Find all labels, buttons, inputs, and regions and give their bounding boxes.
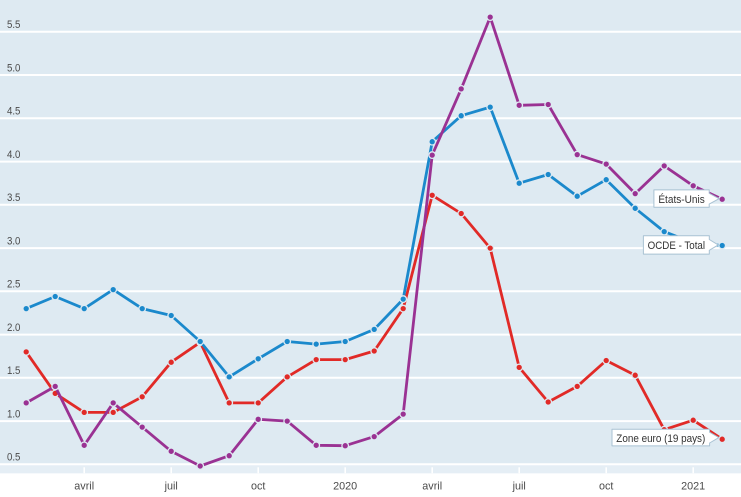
svg-text:2021: 2021 <box>681 480 705 492</box>
svg-text:avril: avril <box>74 480 94 492</box>
svg-text:1.0: 1.0 <box>7 409 20 421</box>
svg-text:juil: juil <box>512 480 526 492</box>
svg-text:avril: avril <box>422 480 442 492</box>
svg-text:OCDE - Total: OCDE - Total <box>648 240 705 252</box>
svg-text:Zone euro (19 pays): Zone euro (19 pays) <box>616 433 705 445</box>
svg-text:2020: 2020 <box>333 480 357 492</box>
svg-text:États-Unis: États-Unis <box>658 193 705 206</box>
svg-text:5.0: 5.0 <box>7 62 20 74</box>
svg-text:3.0: 3.0 <box>7 236 20 248</box>
svg-text:0.5: 0.5 <box>7 452 20 464</box>
svg-text:3.5: 3.5 <box>7 192 20 204</box>
svg-text:4.0: 4.0 <box>7 149 20 161</box>
svg-text:1.5: 1.5 <box>7 365 20 377</box>
svg-text:oct: oct <box>251 480 265 492</box>
svg-text:2.0: 2.0 <box>7 322 20 334</box>
svg-text:2.5: 2.5 <box>7 279 20 291</box>
svg-text:oct: oct <box>599 480 613 492</box>
svg-text:juil: juil <box>164 480 178 492</box>
svg-text:4.5: 4.5 <box>7 106 20 118</box>
svg-text:5.5: 5.5 <box>7 19 20 31</box>
